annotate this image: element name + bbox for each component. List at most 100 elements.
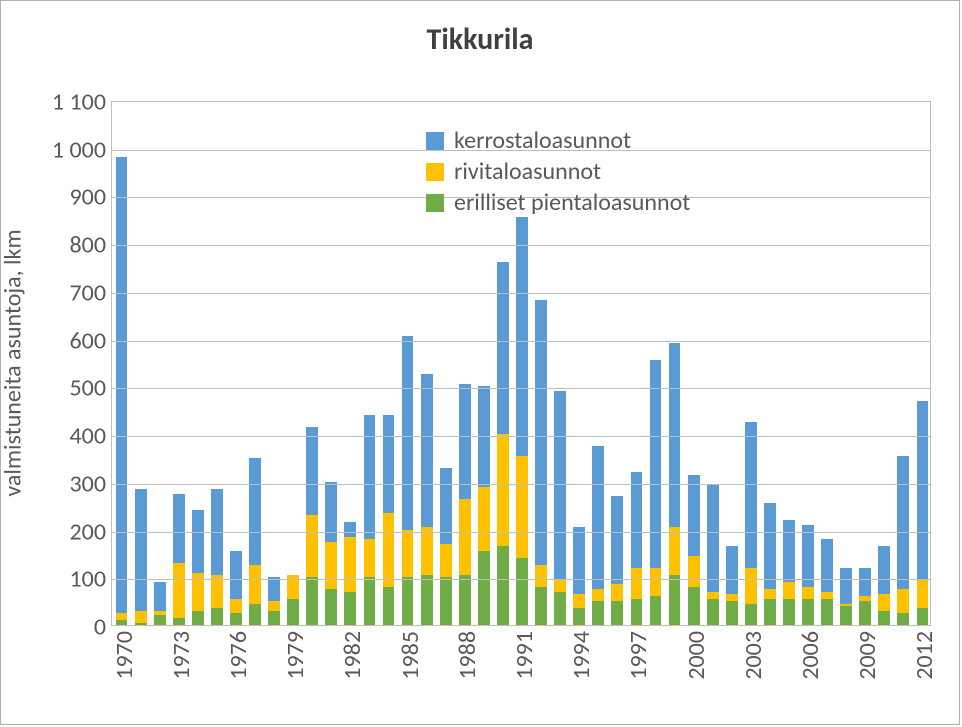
bar-segment-kerrostalo [897, 456, 909, 590]
bar-segment-rivitalo [669, 527, 681, 575]
bar-segment-rivitalo [192, 573, 204, 611]
bar-segment-rivitalo [745, 568, 757, 604]
bar-segment-erilliset [344, 592, 356, 625]
bar-segment-kerrostalo [344, 522, 356, 536]
bar-segment-kerrostalo [573, 527, 585, 594]
bar-segment-rivitalo [497, 434, 509, 546]
bar-segment-rivitalo [268, 601, 280, 611]
bar-segment-rivitalo [554, 580, 566, 592]
bar-segment-kerrostalo [516, 217, 528, 456]
bar-segment-rivitalo [478, 487, 490, 551]
y-tick-label: 700 [70, 278, 113, 307]
bar-segment-kerrostalo [650, 360, 662, 568]
bar-segment-erilliset [173, 618, 185, 625]
bar-segment-kerrostalo [707, 484, 719, 591]
bar-segment-rivitalo [726, 594, 738, 601]
legend-swatch [426, 194, 444, 212]
x-tick-label: 1997 [624, 625, 653, 680]
bar-segment-rivitalo [230, 599, 242, 613]
bar [516, 217, 528, 625]
bar-segment-kerrostalo [383, 415, 395, 513]
bar-segment-erilliset [726, 601, 738, 625]
bar [459, 384, 471, 625]
legend-swatch [426, 163, 444, 181]
y-tick-label: 1 000 [52, 135, 112, 164]
legend-item-rivitalo: rivitaloasunnot [426, 157, 690, 186]
bar-segment-kerrostalo [764, 503, 776, 589]
bar-segment-kerrostalo [611, 496, 623, 584]
bar [383, 415, 395, 625]
y-tick-label: 800 [70, 231, 113, 260]
bar [764, 503, 776, 625]
y-tick-label: 100 [70, 565, 113, 594]
x-tick-label: 1973 [167, 625, 196, 680]
bar-segment-kerrostalo [878, 546, 890, 594]
legend-label: kerrostaloasunnot [454, 126, 631, 155]
bar-segment-kerrostalo [859, 568, 871, 597]
legend-item-kerrostalo: kerrostaloasunnot [426, 126, 690, 155]
bar-segment-kerrostalo [592, 446, 604, 589]
bar [878, 546, 890, 625]
bar [650, 360, 662, 625]
legend-label: rivitaloasunnot [454, 157, 601, 186]
bar-segment-erilliset [764, 599, 776, 625]
bar-segment-rivitalo [173, 563, 185, 618]
bar-segment-rivitalo [688, 556, 700, 587]
bar-segment-rivitalo [592, 589, 604, 601]
bar-segment-kerrostalo [821, 539, 833, 592]
bar-segment-erilliset [554, 592, 566, 625]
bar-segment-erilliset [669, 575, 681, 625]
bar-segment-erilliset [707, 599, 719, 625]
bar-segment-kerrostalo [688, 475, 700, 556]
bar-segment-rivitalo [573, 594, 585, 608]
gridline [112, 579, 930, 580]
bar [707, 484, 719, 625]
bar-segment-erilliset [917, 608, 929, 625]
x-tick-label: 1994 [567, 625, 596, 680]
bar-segment-rivitalo [421, 527, 433, 575]
bar [478, 386, 490, 625]
bar-segment-kerrostalo [497, 262, 509, 434]
bar [783, 520, 795, 625]
gridline [112, 532, 930, 533]
gridline [112, 245, 930, 246]
legend-swatch [426, 132, 444, 150]
bar [173, 494, 185, 625]
chart-frame: Tikkurila valmistuneita asuntoja, lkm 01… [0, 0, 960, 725]
bar-segment-erilliset [783, 599, 795, 625]
bar-segment-erilliset [268, 611, 280, 625]
bar-segment-erilliset [154, 615, 166, 625]
bar-segment-rivitalo [764, 589, 776, 599]
bar [287, 575, 299, 625]
bar [306, 427, 318, 625]
bar-segment-rivitalo [516, 456, 528, 559]
bar-segment-kerrostalo [154, 582, 166, 611]
y-tick-label: 500 [70, 374, 113, 403]
x-tick-label: 2003 [739, 625, 768, 680]
bar-segment-rivitalo [459, 499, 471, 575]
x-tick-label: 2000 [682, 625, 711, 680]
bar-segment-erilliset [211, 608, 223, 625]
bar [821, 539, 833, 625]
bar [230, 551, 242, 625]
bar [268, 577, 280, 625]
bar-segment-kerrostalo [230, 551, 242, 599]
bar-segment-erilliset [325, 589, 337, 625]
bar [611, 496, 623, 625]
bar-segment-erilliset [402, 577, 414, 625]
bar-segment-rivitalo [116, 613, 128, 620]
bar [535, 300, 547, 625]
bar-segment-rivitalo [440, 544, 452, 577]
bar-segment-erilliset [287, 599, 299, 625]
bar-segment-kerrostalo [459, 384, 471, 499]
bar-segment-kerrostalo [631, 472, 643, 567]
bar-segment-rivitalo [897, 589, 909, 613]
bar-segment-rivitalo [783, 582, 795, 599]
bar-segment-erilliset [592, 601, 604, 625]
bar [440, 468, 452, 625]
bar-segment-kerrostalo [726, 546, 738, 594]
bar [325, 482, 337, 625]
bar [840, 568, 852, 625]
bar-segment-rivitalo [135, 611, 147, 623]
bar-segment-erilliset [821, 599, 833, 625]
